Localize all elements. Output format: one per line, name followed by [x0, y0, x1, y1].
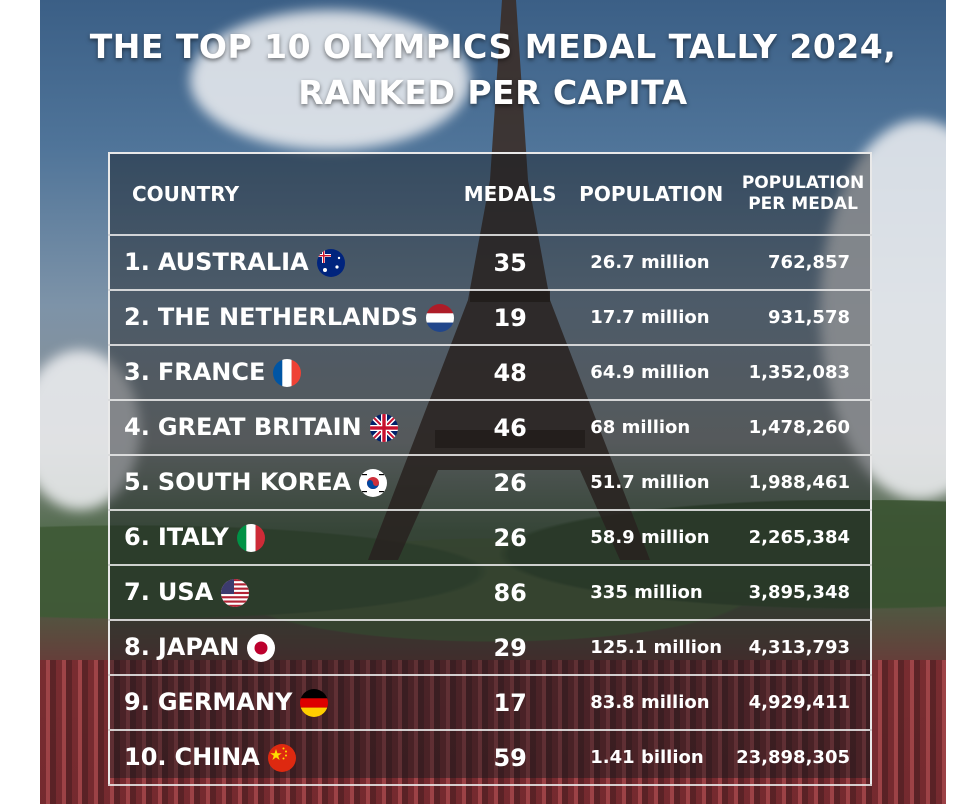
- country-name: AUSTRALIA: [157, 248, 309, 276]
- country-cell: 9. GERMANY: [109, 675, 455, 731]
- japan-flag-icon: [247, 634, 276, 662]
- header-row: COUNTRY MEDALS POPULATION POPULATION PER…: [109, 153, 871, 236]
- header-per-medal-line-2: PER MEDAL: [748, 194, 858, 214]
- rank: 1.: [124, 248, 150, 276]
- header-country: COUNTRY: [109, 153, 455, 236]
- country-name: FRANCE: [157, 358, 266, 386]
- cloud: [190, 10, 470, 150]
- population-per-medal-cell: 4,313,793: [736, 620, 871, 676]
- country-cell: 4. GREAT BRITAIN: [109, 400, 455, 456]
- population-cell: 26.7 million: [566, 235, 737, 291]
- population-cell: 51.7 million: [566, 455, 737, 511]
- country-name: JAPAN: [157, 633, 240, 661]
- country-cell: 2. THE NETHERLANDS: [109, 290, 455, 346]
- population-per-medal-cell: 1,352,083: [736, 345, 871, 401]
- population-per-medal-cell: 23,898,305: [736, 730, 871, 786]
- table-row: 8. JAPAN 29 125.1 million 4,313,793: [109, 620, 871, 676]
- rank: 6.: [124, 523, 150, 551]
- population-cell: 17.7 million: [566, 290, 737, 346]
- rank: 5.: [124, 468, 150, 496]
- netherlands-flag-icon: [426, 304, 455, 332]
- medals-cell: 19: [454, 290, 567, 346]
- medals-cell: 26: [454, 510, 567, 566]
- rank: 9.: [124, 688, 150, 716]
- rank: 2.: [124, 303, 150, 331]
- table-row: 3. FRANCE 48 64.9 million 1,352,083: [109, 345, 871, 401]
- header-per-medal-line-1: POPULATION: [741, 173, 865, 193]
- population-cell: 335 million: [566, 565, 737, 621]
- medals-cell: 26: [454, 455, 567, 511]
- population-cell: 125.1 million: [566, 620, 737, 676]
- population-cell: 58.9 million: [566, 510, 737, 566]
- medal-tally-table: COUNTRY MEDALS POPULATION POPULATION PER…: [108, 152, 872, 786]
- medals-cell: 48: [454, 345, 567, 401]
- population-cell: 83.8 million: [566, 675, 737, 731]
- country-name: CHINA: [174, 743, 260, 771]
- population-per-medal-cell: 1,988,461: [736, 455, 871, 511]
- medals-cell: 17: [454, 675, 567, 731]
- table-row: 7. USA 86 335 million 3,895,348: [109, 565, 871, 621]
- country-cell: 5. SOUTH KOREA: [109, 455, 455, 511]
- medals-cell: 86: [454, 565, 567, 621]
- country-cell: 8. JAPAN: [109, 620, 455, 676]
- population-per-medal-cell: 762,857: [736, 235, 871, 291]
- medals-cell: 35: [454, 235, 567, 291]
- title-line-2: RANKED PER CAPITA: [298, 73, 688, 112]
- country-name: ITALY: [157, 523, 229, 551]
- table-row: 4. GREAT BRITAIN 46 68 million 1,478,260: [109, 400, 871, 456]
- rank: 10.: [124, 743, 167, 771]
- country-name: THE NETHERLANDS: [157, 303, 419, 331]
- country-cell: 7. USA: [109, 565, 455, 621]
- population-per-medal-cell: 1,478,260: [736, 400, 871, 456]
- table-row: 2. THE NETHERLANDS 19 17.7 million 931,578: [109, 290, 871, 346]
- uk-flag-icon: [369, 414, 398, 442]
- rank: 8.: [124, 633, 150, 661]
- france-flag-icon: [273, 359, 302, 387]
- italy-flag-icon: [236, 524, 265, 552]
- table-row: 9. GERMANY 17 83.8 million 4,929,411: [109, 675, 871, 731]
- rank: 3.: [124, 358, 150, 386]
- country-cell: 10. CHINA: [109, 730, 455, 786]
- country-cell: 1. AUSTRALIA: [109, 235, 455, 291]
- page-title: THE TOP 10 OLYMPICS MEDAL TALLY 2024, RA…: [40, 24, 946, 116]
- country-cell: 6. ITALY: [109, 510, 455, 566]
- country-name: USA: [157, 578, 214, 606]
- title-line-1: THE TOP 10 OLYMPICS MEDAL TALLY 2024,: [89, 27, 897, 66]
- country-name: GERMANY: [157, 688, 293, 716]
- germany-flag-icon: [300, 689, 329, 717]
- population-cell: 64.9 million: [566, 345, 737, 401]
- country-name: SOUTH KOREA: [157, 468, 352, 496]
- population-per-medal-cell: 4,929,411: [736, 675, 871, 731]
- china-flag-icon: [267, 744, 296, 772]
- medals-cell: 59: [454, 730, 567, 786]
- australia-flag-icon: [316, 249, 345, 277]
- rank: 7.: [124, 578, 150, 606]
- table-row: 10. CHINA 59 1.41 billion 23,898,305: [109, 730, 871, 786]
- rank: 4.: [124, 413, 150, 441]
- population-per-medal-cell: 931,578: [736, 290, 871, 346]
- south-korea-flag-icon: [359, 469, 388, 497]
- population-cell: 68 million: [566, 400, 737, 456]
- population-cell: 1.41 billion: [566, 730, 737, 786]
- poster-background: THE TOP 10 OLYMPICS MEDAL TALLY 2024, RA…: [40, 0, 946, 804]
- medals-cell: 29: [454, 620, 567, 676]
- header-population: POPULATION: [566, 153, 737, 236]
- table-row: 1. AUSTRALIA 35 26.7 million 762,857: [109, 235, 871, 291]
- header-population-per-medal: POPULATION PER MEDAL: [736, 153, 871, 236]
- country-name: GREAT BRITAIN: [157, 413, 362, 441]
- usa-flag-icon: [221, 579, 250, 607]
- header-medals: MEDALS: [454, 153, 567, 236]
- country-cell: 3. FRANCE: [109, 345, 455, 401]
- medals-cell: 46: [454, 400, 567, 456]
- table-row: 6. ITALY 26 58.9 million 2,265,384: [109, 510, 871, 566]
- population-per-medal-cell: 2,265,384: [736, 510, 871, 566]
- population-per-medal-cell: 3,895,348: [736, 565, 871, 621]
- table-row: 5. SOUTH KOREA 26 51.7 million 1,988,461: [109, 455, 871, 511]
